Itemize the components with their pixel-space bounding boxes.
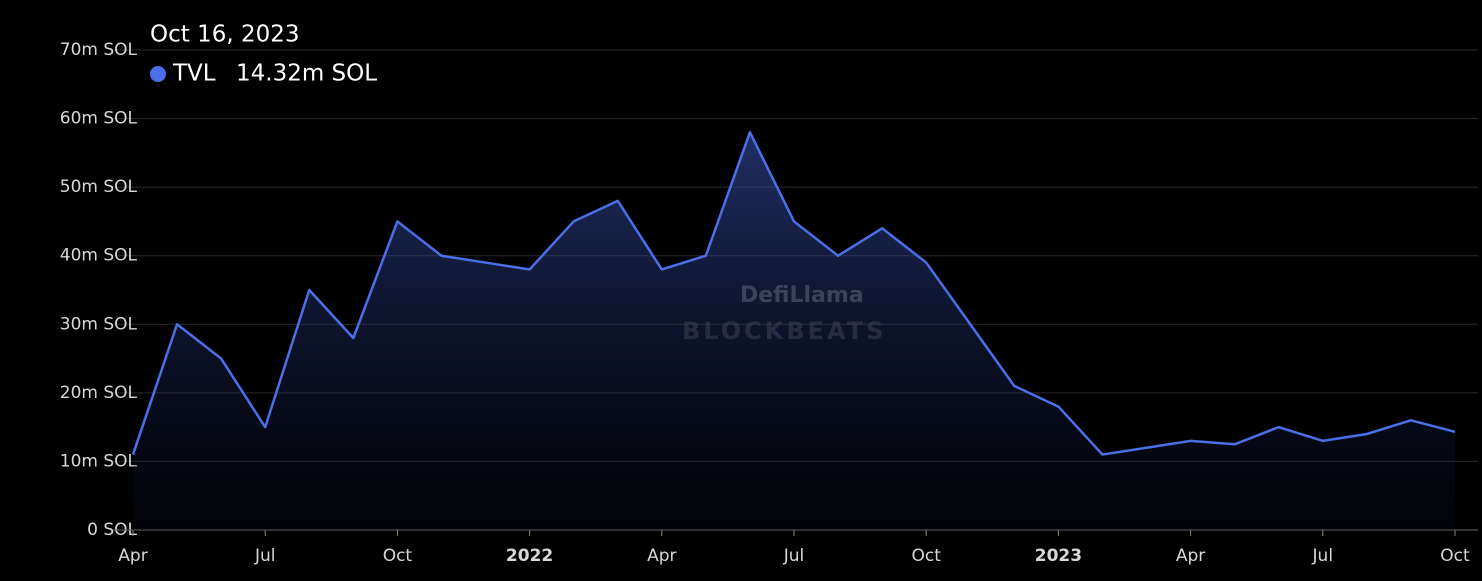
line [131,131,1456,456]
y-tick-label: 40m SOL [60,246,138,266]
x-tick-label: 2022 [506,546,553,566]
watermark: DefiLlama [740,283,864,308]
tooltip-value: 14.32m SOL [236,61,377,87]
x-tick-label: Oct [1440,546,1470,566]
y-tick-label: 10m SOL [60,451,138,471]
x-tick-label: Jul [783,546,805,566]
plot: 0 SOL 10m SOL 20m SOL 30m SOL 40m SOL 50m SOL… [60,40,1478,566]
x-tick-label: Jul [254,546,276,566]
legend-marker [150,66,166,82]
x-tick-label: Apr [118,546,147,566]
x-tick-label: 2023 [1035,546,1082,566]
area [133,132,1455,531]
y-tick-label: 60m SOL [60,109,138,129]
tooltip-date: Oct 16, 2023 [150,22,300,48]
x-tick-label: Apr [1176,546,1205,566]
x-tick-label: Oct [911,546,941,566]
y-tick-label: 20m SOL [60,383,138,403]
y-tick-label: 30m SOL [60,314,138,334]
x-tick-label: Oct [383,546,413,566]
legend-label: TVL [172,61,216,87]
x-tick-label: Apr [647,546,676,566]
watermark: BLOCKBEATS [682,317,886,345]
y-tick-label: 0 SOL [87,520,137,540]
y-tick-label: 70m SOL [60,40,138,60]
y-tick-label: 50m SOL [60,177,138,197]
x-tick-label: Jul [1312,546,1334,566]
